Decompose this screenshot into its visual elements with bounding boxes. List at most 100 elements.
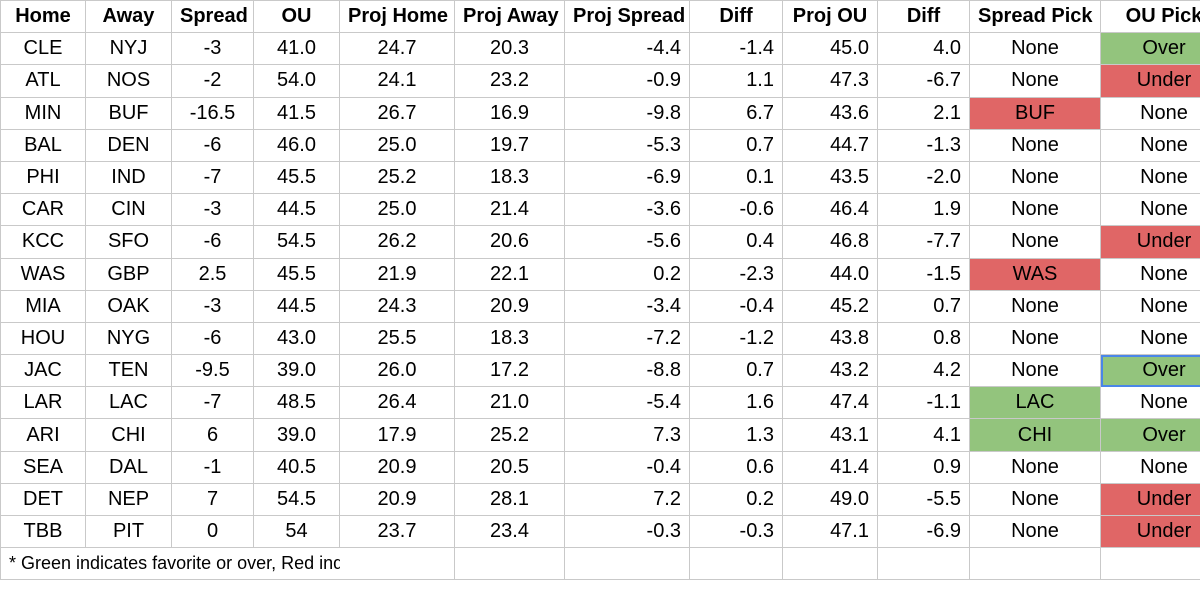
proj-spread-cell[interactable]: -5.3 [564,128,690,162]
header-proj-away[interactable]: Proj Away [454,0,565,34]
ou-diff-cell[interactable]: -1.3 [877,128,970,162]
ou-pick-cell[interactable]: Under [1100,225,1200,259]
ou-cell[interactable]: 46.0 [253,128,340,162]
home-cell[interactable]: KCC [0,225,86,259]
home-cell[interactable]: TBB [0,514,86,549]
home-cell[interactable]: PHI [0,160,86,195]
ou-diff-cell[interactable]: 4.0 [877,32,970,66]
header-diff-spread[interactable]: Diff [689,0,783,34]
home-cell[interactable]: ARI [0,418,86,452]
away-cell[interactable]: TEN [85,354,172,388]
ou-pick-cell[interactable]: None [1100,160,1200,195]
ou-diff-cell[interactable]: 1.9 [877,193,970,227]
ou-cell[interactable]: 41.5 [253,96,340,130]
ou-cell[interactable]: 54.5 [253,225,340,259]
away-cell[interactable]: CIN [85,193,172,227]
ou-cell[interactable]: 44.5 [253,289,340,323]
proj-home-cell[interactable]: 26.2 [339,225,455,259]
header-proj-ou[interactable]: Proj OU [782,0,878,34]
spread-pick-cell[interactable]: None [969,64,1101,98]
ou-cell[interactable]: 40.5 [253,450,340,484]
empty-cell[interactable] [454,547,565,581]
ou-diff-cell[interactable]: 0.8 [877,321,970,356]
home-cell[interactable]: CLE [0,32,86,66]
spread-cell[interactable]: 6 [171,418,254,452]
ou-cell[interactable]: 44.5 [253,193,340,227]
spread-diff-cell[interactable]: 1.3 [689,418,783,452]
home-cell[interactable]: CAR [0,193,86,227]
spread-pick-cell[interactable]: BUF [969,96,1101,130]
spread-diff-cell[interactable]: 1.1 [689,64,783,98]
proj-ou-cell[interactable]: 47.3 [782,64,878,98]
spread-pick-cell[interactable]: None [969,482,1101,517]
ou-cell[interactable]: 41.0 [253,32,340,66]
proj-ou-cell[interactable]: 46.4 [782,193,878,227]
proj-away-cell[interactable]: 20.3 [454,32,565,66]
empty-cell[interactable] [782,547,878,581]
proj-ou-cell[interactable]: 45.0 [782,32,878,66]
away-cell[interactable]: NOS [85,64,172,98]
spread-diff-cell[interactable]: 0.7 [689,128,783,162]
ou-pick-cell[interactable]: None [1100,193,1200,227]
home-cell[interactable]: JAC [0,354,86,388]
proj-ou-cell[interactable]: 43.6 [782,96,878,130]
ou-cell[interactable]: 39.0 [253,418,340,452]
spread-diff-cell[interactable]: -0.4 [689,289,783,323]
spread-diff-cell[interactable]: -0.6 [689,193,783,227]
ou-diff-cell[interactable]: -1.5 [877,257,970,291]
home-cell[interactable]: WAS [0,257,86,291]
away-cell[interactable]: NYG [85,321,172,356]
footnote[interactable]: * Green indicates favorite or over, Red … [0,547,340,581]
home-cell[interactable]: HOU [0,321,86,356]
spread-pick-cell[interactable]: None [969,514,1101,549]
home-cell[interactable]: ATL [0,64,86,98]
ou-pick-cell[interactable]: Over [1100,32,1200,66]
ou-pick-cell[interactable]: Under [1100,482,1200,517]
header-home[interactable]: Home [0,0,86,34]
home-cell[interactable]: BAL [0,128,86,162]
away-cell[interactable]: PIT [85,514,172,549]
proj-away-cell[interactable]: 22.1 [454,257,565,291]
spread-cell[interactable]: -3 [171,193,254,227]
proj-home-cell[interactable]: 25.5 [339,321,455,356]
empty-cell[interactable] [564,547,690,581]
proj-away-cell[interactable]: 20.6 [454,225,565,259]
spread-cell[interactable]: -16.5 [171,96,254,130]
ou-diff-cell[interactable]: 2.1 [877,96,970,130]
proj-spread-cell[interactable]: -4.4 [564,32,690,66]
away-cell[interactable]: OAK [85,289,172,323]
spread-diff-cell[interactable]: 1.6 [689,386,783,420]
proj-away-cell[interactable]: 21.0 [454,386,565,420]
proj-home-cell[interactable]: 24.1 [339,64,455,98]
proj-spread-cell[interactable]: -8.8 [564,354,690,388]
ou-cell[interactable]: 54.5 [253,482,340,517]
proj-ou-cell[interactable]: 43.8 [782,321,878,356]
proj-ou-cell[interactable]: 45.2 [782,289,878,323]
ou-diff-cell[interactable]: 0.7 [877,289,970,323]
ou-cell[interactable]: 45.5 [253,160,340,195]
proj-spread-cell[interactable]: -5.6 [564,225,690,259]
proj-ou-cell[interactable]: 44.0 [782,257,878,291]
proj-away-cell[interactable]: 18.3 [454,321,565,356]
proj-spread-cell[interactable]: -0.4 [564,450,690,484]
proj-home-cell[interactable]: 21.9 [339,257,455,291]
proj-away-cell[interactable]: 25.2 [454,418,565,452]
ou-pick-cell[interactable]: None [1100,321,1200,356]
proj-away-cell[interactable]: 19.7 [454,128,565,162]
proj-spread-cell[interactable]: -0.9 [564,64,690,98]
ou-cell[interactable]: 54 [253,514,340,549]
spread-pick-cell[interactable]: None [969,193,1101,227]
empty-cell[interactable] [969,547,1101,581]
spread-cell[interactable]: -6 [171,225,254,259]
spread-diff-cell[interactable]: 6.7 [689,96,783,130]
proj-spread-cell[interactable]: -3.4 [564,289,690,323]
header-proj-home[interactable]: Proj Home [339,0,455,34]
ou-cell[interactable]: 43.0 [253,321,340,356]
ou-diff-cell[interactable]: 0.9 [877,450,970,484]
spread-cell[interactable]: -3 [171,289,254,323]
ou-diff-cell[interactable]: -2.0 [877,160,970,195]
proj-ou-cell[interactable]: 43.2 [782,354,878,388]
spread-cell[interactable]: 0 [171,514,254,549]
header-spread[interactable]: Spread [171,0,254,34]
proj-ou-cell[interactable]: 49.0 [782,482,878,517]
